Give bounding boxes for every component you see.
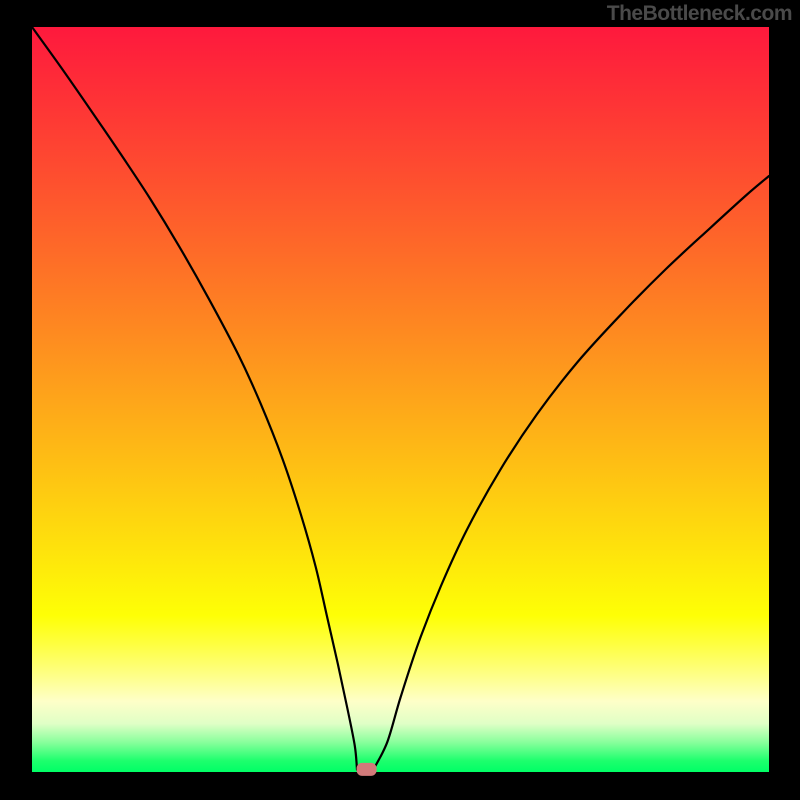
bottleneck-chart [0, 0, 800, 800]
plot-background [32, 27, 769, 772]
optimal-point-marker [357, 763, 376, 775]
watermark-text: TheBottleneck.com [607, 2, 792, 26]
